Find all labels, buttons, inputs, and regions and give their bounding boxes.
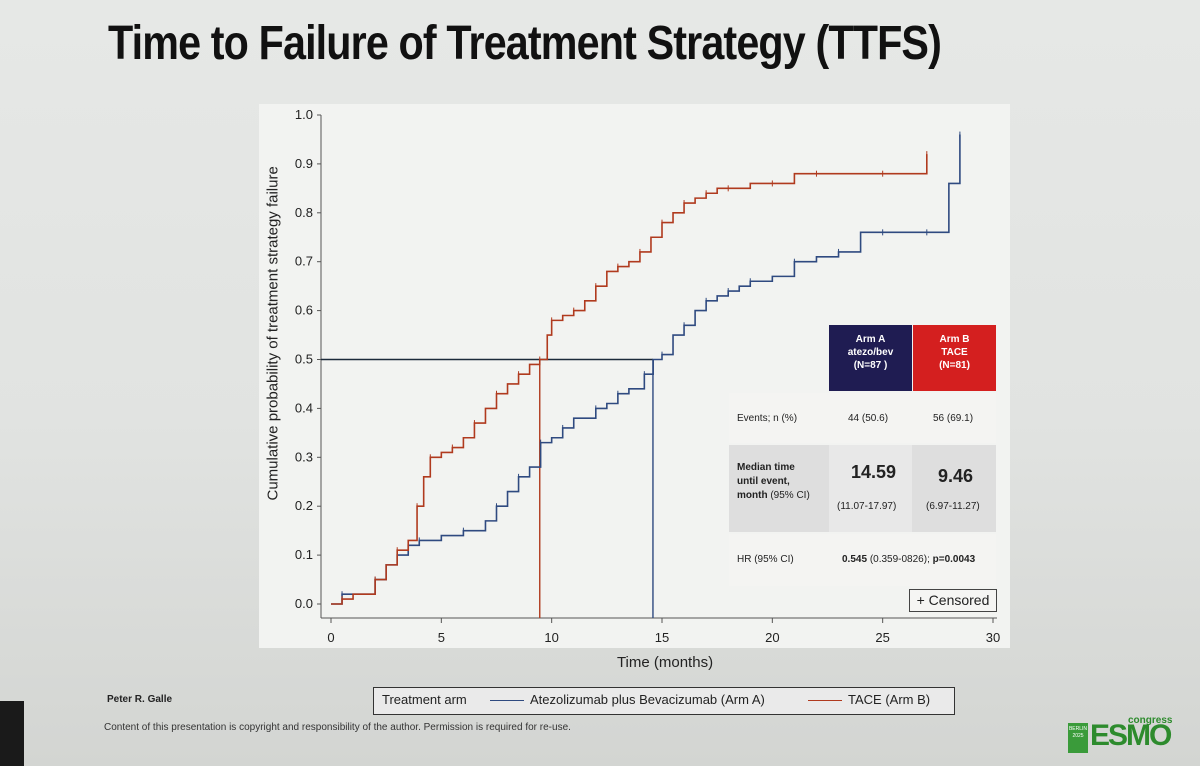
slide-title: Time to Failure of Treatment Strategy (T… bbox=[108, 17, 942, 70]
y-axis-label: Cumulative probability of treatment stra… bbox=[264, 166, 282, 501]
hr-p: p=0.0043 bbox=[932, 554, 976, 565]
median-label: Median time until event, month (95% CI) bbox=[737, 461, 810, 503]
median-label-line: month bbox=[737, 490, 768, 501]
y-tick-label: 0.2 bbox=[295, 498, 313, 513]
y-tick-label: 0.6 bbox=[295, 303, 313, 318]
y-tick-label: 0.1 bbox=[295, 547, 313, 562]
esmo-badge: BERLIN 2025 bbox=[1068, 723, 1088, 753]
esmo-logo: BERLIN 2025 ESMO congress bbox=[1062, 713, 1172, 758]
esmo-wordmark: ESMO bbox=[1090, 719, 1172, 752]
x-tick-label: 25 bbox=[875, 630, 889, 645]
x-tick-label: 15 bbox=[655, 630, 669, 645]
legend-swatch-arm-a bbox=[490, 700, 524, 701]
hr-value-group: 0.545 (0.359-0826); p=0.0043 bbox=[842, 554, 975, 565]
median-arm-b-value: 9.46 bbox=[938, 466, 974, 486]
copyright-note: Content of this presentation is copyrigh… bbox=[104, 722, 571, 733]
x-axis-label: Time (months) bbox=[616, 654, 714, 671]
y-tick-label: 0.4 bbox=[295, 400, 313, 415]
hr-row bbox=[729, 534, 996, 586]
hr-ci: (0.359-0826); bbox=[869, 554, 930, 565]
median-arm-a-cell bbox=[829, 445, 912, 532]
y-tick-label: 1.0 bbox=[295, 107, 313, 122]
y-tick-label: 0.9 bbox=[295, 156, 313, 171]
author-name: Peter R. Galle bbox=[107, 694, 173, 705]
arm-b-header: Arm B TACE (N=81) bbox=[913, 325, 996, 391]
y-tick-label: 0.7 bbox=[295, 254, 313, 269]
legend-entry-arm-b: TACE (Arm B) bbox=[848, 692, 931, 707]
events-arm-a: 44 (50.6) bbox=[848, 413, 889, 424]
median-arm-a-ci: (11.07-17.97) bbox=[837, 501, 897, 512]
arm-b-header-line: Arm B bbox=[939, 334, 970, 345]
median-arm-a-value: 14.59 bbox=[851, 462, 897, 482]
y-tick-label: 0.5 bbox=[295, 352, 313, 367]
hr-value: 0.545 bbox=[842, 554, 868, 565]
arm-a-header-line: (N=87 ) bbox=[853, 360, 888, 371]
arm-a-header: Arm A atezo/bev (N=87 ) bbox=[829, 325, 912, 391]
x-tick-label: 30 bbox=[986, 630, 1000, 645]
arm-b-header-line: TACE bbox=[941, 347, 968, 358]
legend-swatch-arm-b bbox=[808, 700, 842, 701]
hr-label: HR (95% CI) bbox=[737, 554, 794, 565]
events-label: Events; n (%) bbox=[737, 413, 798, 424]
censored-key: + Censored bbox=[909, 589, 997, 612]
chart-legend: Treatment arm Atezolizumab plus Bevacizu… bbox=[373, 687, 955, 715]
median-label-line: Median time bbox=[737, 462, 795, 473]
dark-corner-bar bbox=[0, 701, 24, 766]
x-tick-label: 5 bbox=[438, 630, 445, 645]
arm-a-header-line: atezo/bev bbox=[847, 347, 894, 358]
x-tick-label: 10 bbox=[544, 630, 558, 645]
median-arm-b-ci: (6.97-11.27) bbox=[926, 501, 980, 512]
esmo-congress: congress bbox=[1128, 715, 1173, 726]
median-label-ci: (95% CI) bbox=[770, 490, 810, 501]
median-label-line: until event, bbox=[737, 476, 790, 487]
legend-entry-arm-a: Atezolizumab plus Bevacizumab (Arm A) bbox=[530, 692, 765, 707]
events-arm-b: 56 (69.1) bbox=[933, 413, 974, 424]
y-tick-label: 0.0 bbox=[295, 596, 313, 611]
legend-title: Treatment arm bbox=[382, 692, 467, 707]
arm-a-header-line: Arm A bbox=[855, 334, 886, 345]
arm-b-header-line: (N=81) bbox=[939, 360, 970, 371]
x-tick-label: 20 bbox=[765, 630, 779, 645]
x-tick-label: 0 bbox=[327, 630, 334, 645]
y-tick-label: 0.8 bbox=[295, 205, 313, 220]
y-tick-label: 0.3 bbox=[295, 449, 313, 464]
events-row bbox=[729, 393, 996, 443]
